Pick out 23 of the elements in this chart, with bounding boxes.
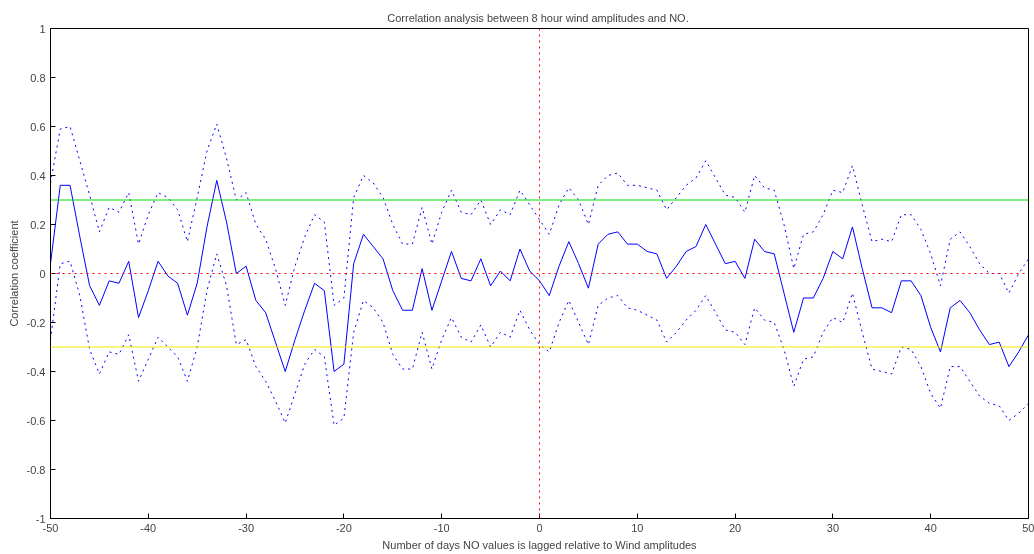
x-tick-label: 0 [536,521,543,534]
y-tick-label: 0.4 [30,169,46,182]
y-tick-label: 0 [39,267,46,280]
x-tick-label: 40 [924,521,937,534]
y-tick-label: -0.8 [26,463,46,476]
x-tick-label: 10 [631,521,644,534]
y-tick-label: 0.8 [30,71,46,84]
x-tick-label: 30 [826,521,840,534]
x-tick-label: -10 [433,521,450,534]
x-tick-label: 50 [1022,521,1034,534]
y-tick-label: -0.2 [26,316,46,329]
y-tick-label: -0.6 [26,414,46,427]
y-tick-label: 0.6 [30,120,46,133]
y-tick-label: -0.4 [26,365,46,378]
x-axis-title: Number of days NO values is lagged relative to Wind amplitudes [382,538,698,551]
x-tick-label: -20 [335,521,352,534]
chart-title: Correlation analysis between 8 hour wind amplitudes and NO. [387,11,689,24]
y-axis-title: Correlation coefficient [7,220,20,327]
x-tick-label: 20 [728,521,742,534]
y-tick-label: 1 [39,22,46,35]
x-tick-label: -30 [238,521,255,534]
y-tick-label: 0.2 [30,218,46,231]
x-tick-label: -40 [140,521,157,534]
